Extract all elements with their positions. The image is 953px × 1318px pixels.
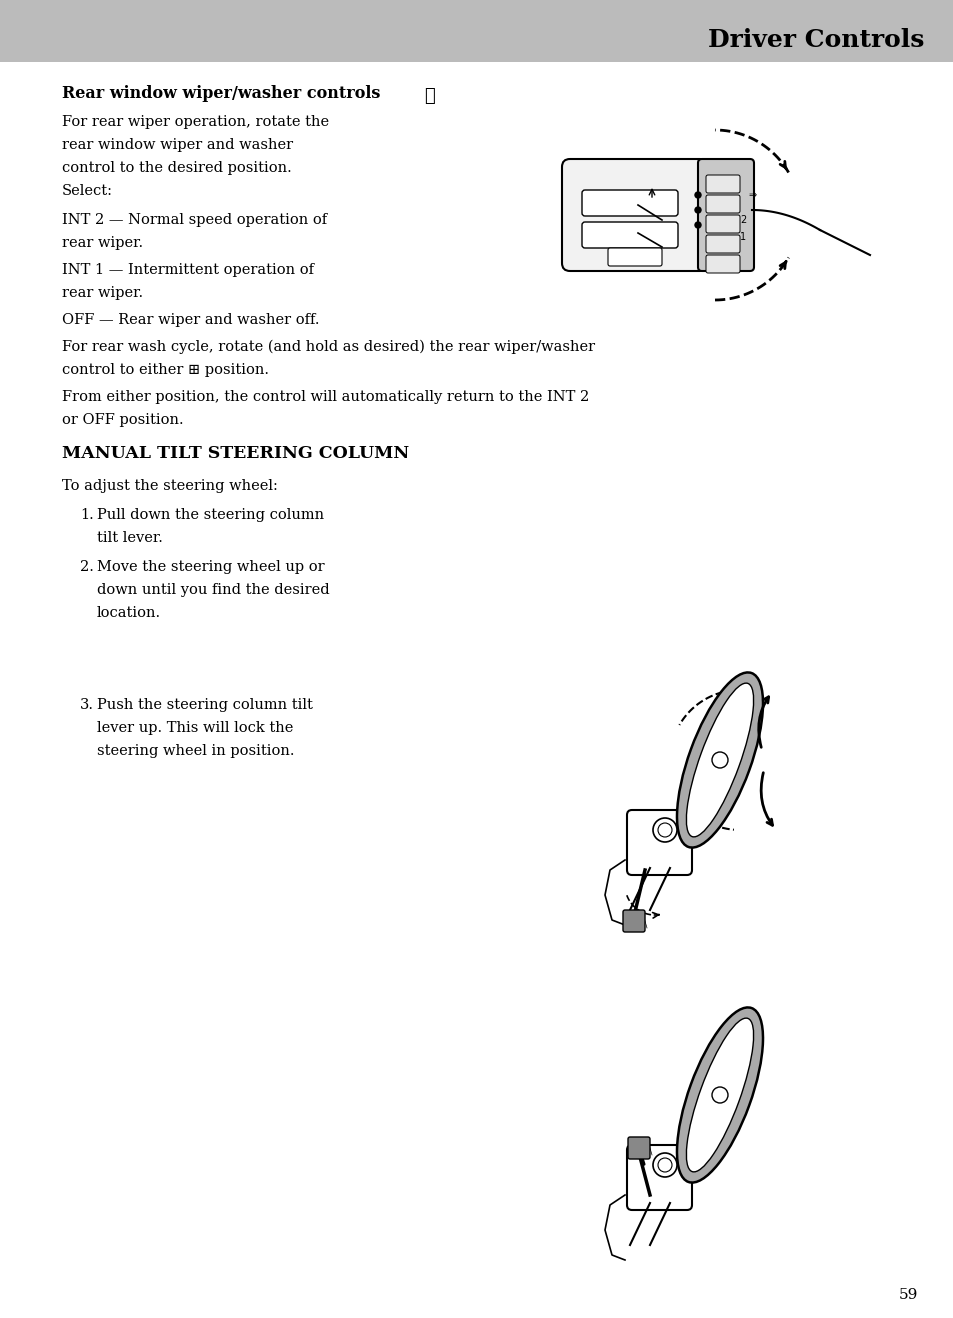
FancyBboxPatch shape	[705, 254, 740, 273]
FancyBboxPatch shape	[607, 248, 661, 266]
FancyBboxPatch shape	[705, 235, 740, 253]
Text: down until you find the desired: down until you find the desired	[97, 583, 330, 597]
FancyBboxPatch shape	[581, 221, 678, 248]
Ellipse shape	[677, 1007, 762, 1182]
Text: For rear wiper operation, rotate the: For rear wiper operation, rotate the	[62, 115, 329, 129]
Text: INT 2 — Normal speed operation of: INT 2 — Normal speed operation of	[62, 214, 327, 227]
Circle shape	[695, 221, 700, 228]
Text: 1: 1	[740, 232, 745, 243]
Text: rear window wiper and washer: rear window wiper and washer	[62, 138, 293, 152]
Text: Pull down the steering column: Pull down the steering column	[97, 507, 324, 522]
FancyBboxPatch shape	[705, 195, 740, 214]
Text: Move the steering wheel up or: Move the steering wheel up or	[97, 560, 324, 575]
Text: For rear wash cycle, rotate (and hold as desired) the rear wiper/washer: For rear wash cycle, rotate (and hold as…	[62, 340, 595, 355]
FancyBboxPatch shape	[626, 1145, 691, 1210]
Text: MANUAL TILT STEERING COLUMN: MANUAL TILT STEERING COLUMN	[62, 445, 409, 463]
Circle shape	[658, 822, 671, 837]
Text: To adjust the steering wheel:: To adjust the steering wheel:	[62, 478, 277, 493]
FancyBboxPatch shape	[561, 159, 707, 272]
Text: Driver Controls: Driver Controls	[707, 28, 923, 51]
Text: steering wheel in position.: steering wheel in position.	[97, 743, 294, 758]
Circle shape	[658, 1159, 671, 1172]
Text: lever up. This will lock the: lever up. This will lock the	[97, 721, 294, 735]
Text: OFF — Rear wiper and washer off.: OFF — Rear wiper and washer off.	[62, 312, 319, 327]
FancyBboxPatch shape	[705, 215, 740, 233]
Text: Rear window wiper/washer controls: Rear window wiper/washer controls	[62, 84, 380, 101]
Circle shape	[652, 1153, 677, 1177]
Text: rear wiper.: rear wiper.	[62, 236, 143, 250]
Circle shape	[695, 192, 700, 198]
Text: tilt lever.: tilt lever.	[97, 531, 163, 546]
FancyBboxPatch shape	[705, 175, 740, 192]
Text: control to the desired position.: control to the desired position.	[62, 161, 292, 175]
FancyBboxPatch shape	[622, 909, 644, 932]
Ellipse shape	[677, 672, 762, 847]
Text: 1.: 1.	[80, 507, 93, 522]
Circle shape	[652, 818, 677, 842]
FancyBboxPatch shape	[698, 159, 753, 272]
Circle shape	[711, 1087, 727, 1103]
FancyBboxPatch shape	[581, 190, 678, 216]
Text: From either position, the control will automatically return to the INT 2: From either position, the control will a…	[62, 390, 589, 405]
FancyBboxPatch shape	[626, 811, 691, 875]
FancyBboxPatch shape	[627, 1137, 649, 1159]
Text: location.: location.	[97, 606, 161, 619]
Bar	[0, 0, 953, 62]
Circle shape	[695, 207, 700, 214]
Text: or OFF position.: or OFF position.	[62, 413, 183, 427]
Text: 59: 59	[898, 1288, 918, 1302]
Ellipse shape	[685, 1017, 753, 1172]
Circle shape	[711, 753, 727, 768]
Text: Push the steering column tilt: Push the steering column tilt	[97, 699, 313, 712]
Text: INT 1 — Intermittent operation of: INT 1 — Intermittent operation of	[62, 264, 314, 277]
Text: 2.: 2.	[80, 560, 93, 575]
Ellipse shape	[685, 683, 753, 837]
Text: control to either ⊞ position.: control to either ⊞ position.	[62, 362, 269, 377]
Text: 3.: 3.	[80, 699, 94, 712]
Text: 2: 2	[740, 215, 745, 225]
Text: Select:: Select:	[62, 185, 112, 198]
Text: ⇒: ⇒	[747, 190, 756, 200]
Text: rear wiper.: rear wiper.	[62, 286, 143, 301]
Text: ⧄: ⧄	[423, 87, 435, 105]
